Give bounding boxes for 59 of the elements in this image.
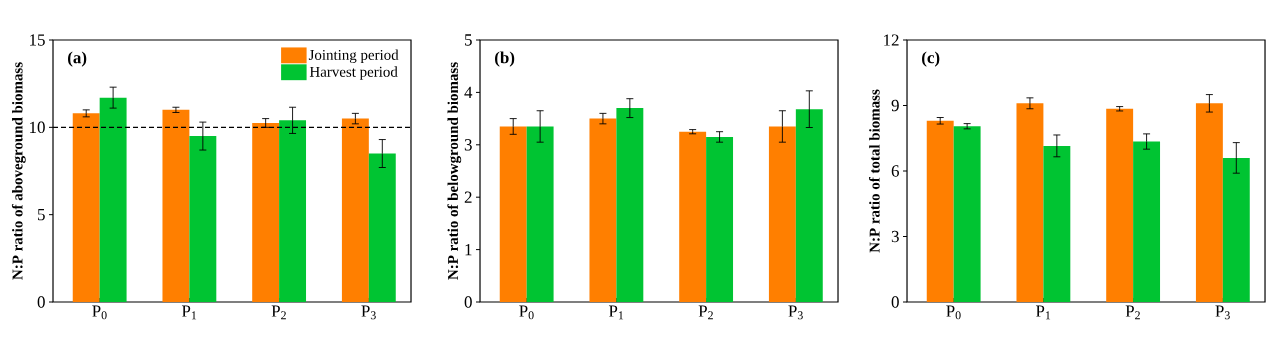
bar [616,108,644,302]
y-tick-label: 9 [891,99,899,112]
y-tick-label: 4 [464,86,473,98]
bar [679,131,707,302]
bar [99,97,127,302]
bar [706,136,734,302]
annotation: (a) [68,51,87,67]
bar [368,153,396,302]
y-axis-title: N:P ratio of aboveground biomass [11,62,26,280]
bar [953,126,981,302]
bar [1043,145,1071,302]
y-tick-label: 5 [465,34,472,46]
bar [252,122,280,302]
bar [189,136,217,302]
legend-label: Jointing period [308,49,399,64]
bar [768,126,796,302]
bar [1106,108,1134,302]
annotation: (c) [922,51,940,67]
x-tick-label: P$_{3}$ [1215,305,1230,320]
x-tick-label: P$_{2}$ [698,305,713,320]
x-tick-label: P$_{1}$ [608,305,624,320]
x-tick-label: P$_{3}$ [361,305,376,320]
bar [499,126,527,302]
bar [926,120,954,302]
y-tick-label: 15 [30,34,45,46]
bar [526,126,554,302]
y-tick-label: 3 [891,230,899,243]
bar [279,120,307,302]
y-tick-label: 0 [464,296,472,308]
y-tick-label: 0 [891,296,899,308]
annotation: (b) [495,51,515,67]
y-tick-label: 1 [465,244,472,256]
y-axis-title: N:P ratio of total biomass [868,89,880,253]
bar [589,118,617,302]
x-tick-label: P$_{0}$ [92,305,107,320]
y-axis-title: N:P ratio of belowground biomass [447,62,462,280]
legend-label: Harvest period [309,66,398,80]
x-tick-label: P$_{3}$ [788,305,803,320]
bar [1016,103,1044,302]
x-tick-label: P$_{0}$ [946,305,961,320]
y-tick-label: 6 [891,165,899,177]
y-tick-label: 2 [464,191,472,203]
y-tick-label: 3 [464,139,472,151]
y-tick-label: 10 [30,121,45,134]
x-tick-label: P$_{0}$ [519,305,534,320]
bar [1222,157,1250,302]
x-tick-label: P$_{2}$ [1125,305,1140,320]
x-tick-label: P$_{1}$ [1035,305,1051,320]
bar [162,109,190,302]
y-tick-label: 12 [884,34,899,46]
bar [341,118,369,302]
bar [1133,141,1161,302]
bar [1195,103,1223,302]
x-tick-label: P$_{2}$ [271,305,286,320]
x-tick-label: P$_{1}$ [181,305,197,320]
bar [72,113,100,302]
y-tick-label: 5 [38,209,45,221]
y-tick-label: 0 [37,296,45,308]
bar [795,109,823,302]
